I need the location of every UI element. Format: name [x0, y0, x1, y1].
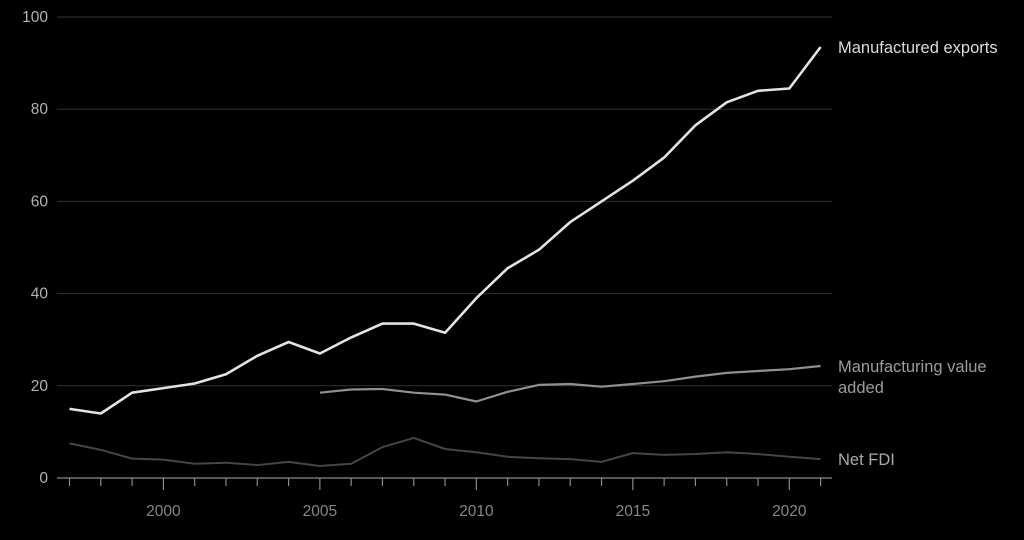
x-tick-label: 2000 [146, 503, 181, 520]
x-tick-label: 2020 [772, 503, 807, 520]
y-tick-label: 60 [31, 193, 49, 210]
x-tick-label: 2015 [616, 503, 650, 520]
x-tick-label: 2010 [459, 503, 494, 520]
series-line-manufactured-exports [69, 46, 822, 415]
series-line-manufacturing-value-added [319, 364, 821, 403]
y-tick-label: 40 [31, 286, 49, 303]
y-tick-label: 0 [39, 470, 48, 487]
series-label-manufacturing-value-added: added [838, 379, 884, 397]
series-label-manufactured-exports: Manufactured exports [838, 39, 998, 57]
x-tick-label: 2005 [303, 503, 337, 520]
series-label-manufacturing-value-added: Manufacturing value [838, 358, 987, 376]
series-line-net-fdi [69, 436, 821, 467]
series-label-net-fdi: Net FDI [838, 451, 895, 469]
y-tick-label: 20 [31, 378, 49, 395]
y-tick-label: 100 [22, 9, 48, 26]
y-tick-label: 80 [31, 101, 49, 118]
